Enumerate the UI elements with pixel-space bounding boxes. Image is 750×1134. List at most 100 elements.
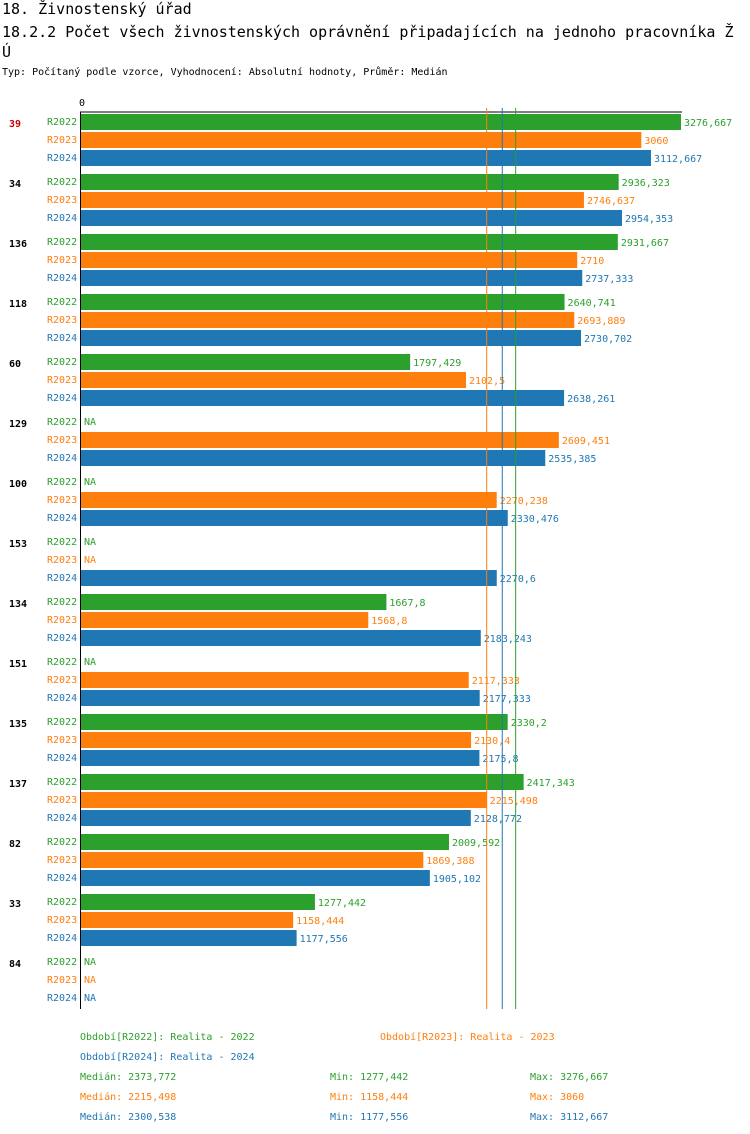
series-label: R2022 [47, 117, 77, 128]
na-label: NA [84, 957, 96, 968]
series-label: R2023 [47, 135, 77, 146]
stat-median: Medián: 2373,772 [80, 1071, 176, 1083]
data-label: 2746,637 [587, 196, 635, 207]
series-label: R2022 [47, 297, 77, 308]
data-label: 2130,4 [474, 736, 510, 747]
bar [81, 930, 297, 946]
na-label: NA [84, 975, 96, 986]
series-label: R2023 [47, 315, 77, 326]
bar [81, 750, 480, 766]
bar [81, 432, 559, 448]
series-label: R2023 [47, 915, 77, 926]
series-label: R2022 [47, 957, 77, 968]
bar [81, 270, 583, 286]
category-label: 39 [9, 119, 21, 130]
bar [81, 114, 681, 130]
data-label: 2737,333 [585, 274, 633, 285]
stat-min: Min: 1277,442 [330, 1072, 408, 1083]
data-label: 2609,451 [562, 436, 610, 447]
series-label: R2022 [47, 597, 77, 608]
category-label: 34 [9, 179, 21, 190]
data-label: 1797,429 [413, 358, 461, 369]
bar [81, 450, 546, 466]
bar [81, 150, 651, 166]
series-label: R2024 [47, 933, 77, 944]
legend-r2022: Období[R2022]: Realita - 2022 [80, 1031, 255, 1043]
series-label: R2022 [47, 357, 77, 368]
category-label: 137 [9, 779, 27, 790]
stat-max: Max: 3112,667 [530, 1112, 608, 1123]
bar [81, 210, 622, 226]
series-label: R2023 [47, 975, 77, 986]
data-label: 2270,238 [500, 496, 548, 507]
series-label: R2023 [47, 615, 77, 626]
bar [81, 132, 642, 148]
data-label: 2270,6 [500, 574, 536, 585]
data-label: 2117,333 [472, 676, 520, 687]
na-label: NA [84, 657, 96, 668]
bar [81, 672, 469, 688]
category-label: 136 [9, 239, 27, 250]
bar [81, 630, 481, 646]
chart-subtitle: Typ: Počítaný podle vzorce, Vyhodnocení:… [2, 67, 448, 78]
series-label: R2023 [47, 855, 77, 866]
bar [81, 372, 466, 388]
data-label: 3060 [644, 136, 668, 147]
data-label: 2183,243 [484, 634, 532, 645]
stat-median: Medián: 2215,498 [80, 1091, 176, 1103]
series-label: R2022 [47, 897, 77, 908]
category-label: 82 [9, 839, 21, 850]
category-label: 129 [9, 419, 27, 430]
category-label: 118 [9, 299, 27, 310]
series-label: R2024 [47, 573, 77, 584]
data-label: 2175,8 [482, 754, 518, 765]
bar [81, 774, 524, 790]
bar [81, 510, 508, 526]
data-label: 2693,889 [577, 316, 625, 327]
series-label: R2023 [47, 195, 77, 206]
series-label: R2024 [47, 213, 77, 224]
report-title: 18. Živnostenský úřad [2, 0, 192, 18]
data-label: 2640,741 [568, 298, 616, 309]
series-label: R2024 [47, 393, 77, 404]
series-label: R2024 [47, 333, 77, 344]
bar [81, 174, 619, 190]
data-label: 2128,772 [474, 814, 522, 825]
data-label: 2009,592 [452, 838, 500, 849]
bar [81, 354, 411, 370]
series-label: R2023 [47, 675, 77, 686]
data-label: 2936,323 [622, 178, 670, 189]
data-label: 2730,702 [584, 334, 632, 345]
category-label: 100 [9, 479, 27, 490]
series-label: R2024 [47, 453, 77, 464]
bar [81, 834, 449, 850]
series-label: R2024 [47, 513, 77, 524]
legend-r2023: Období[R2023]: Realita - 2023 [380, 1031, 555, 1043]
bar [81, 492, 497, 508]
na-label: NA [84, 537, 96, 548]
bar [81, 330, 582, 346]
series-label: R2024 [47, 153, 77, 164]
series-label: R2024 [47, 753, 77, 764]
series-label: R2024 [47, 693, 77, 704]
na-label: NA [84, 555, 96, 566]
category-label: 84 [9, 959, 21, 970]
na-label: NA [84, 417, 96, 428]
series-label: R2024 [47, 633, 77, 644]
bar [81, 852, 424, 868]
bar [81, 234, 618, 250]
series-label: R2024 [47, 993, 77, 1004]
series-label: R2023 [47, 375, 77, 386]
stat-max: Max: 3276,667 [530, 1072, 608, 1083]
bar [81, 714, 508, 730]
data-label: 3112,667 [654, 154, 702, 165]
bar [81, 810, 471, 826]
series-label: R2023 [47, 255, 77, 266]
series-label: R2023 [47, 735, 77, 746]
category-label: 151 [9, 659, 27, 670]
series-label: R2023 [47, 495, 77, 506]
data-label: 1177,556 [300, 934, 348, 945]
series-label: R2022 [47, 237, 77, 248]
bar [81, 792, 487, 808]
